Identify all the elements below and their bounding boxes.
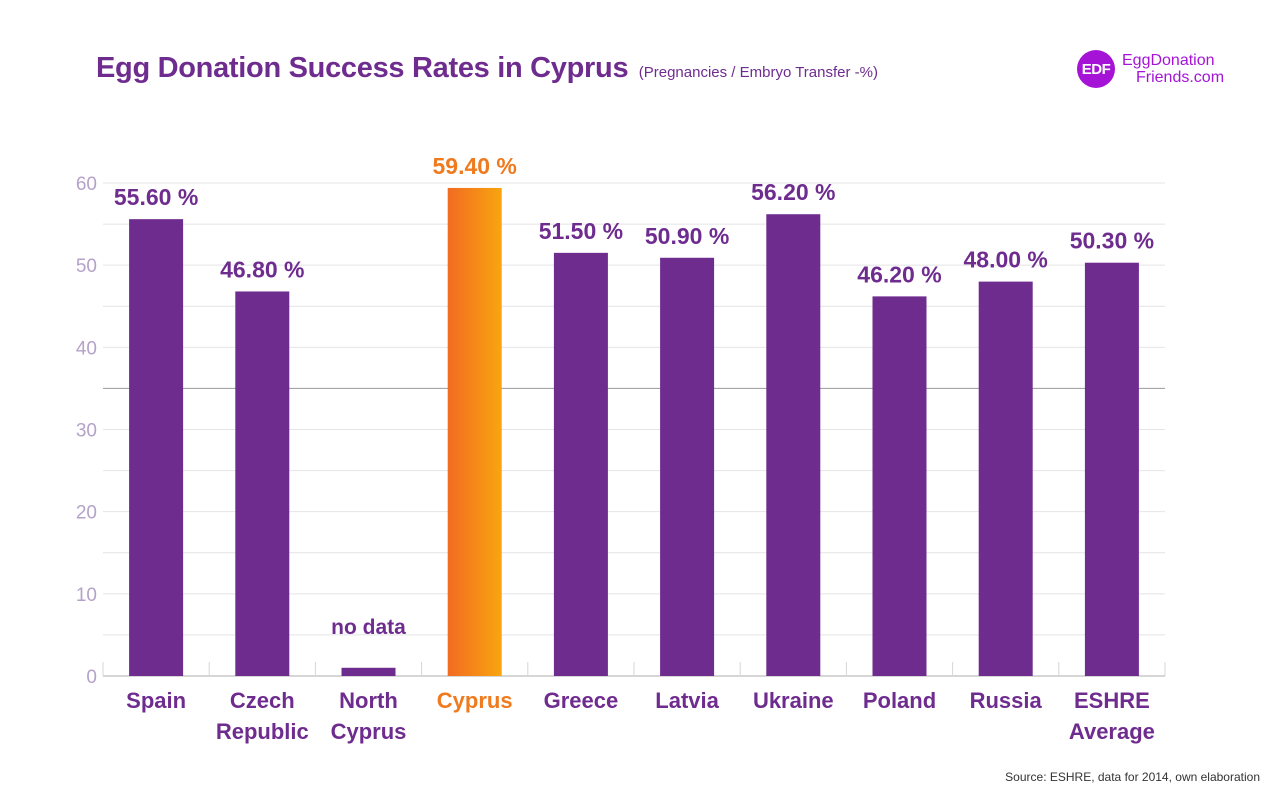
logo-line-1: EggDonation bbox=[1122, 52, 1215, 69]
bar bbox=[1084, 262, 1139, 676]
bar bbox=[660, 257, 715, 676]
y-tick-label: 10 bbox=[76, 585, 97, 606]
category-label: Cyprus bbox=[331, 719, 407, 744]
bar bbox=[129, 219, 184, 677]
data-label: 48.00 % bbox=[963, 247, 1047, 273]
logo-line-2: Friends.com bbox=[1136, 69, 1225, 86]
chart-subtitle: (Pregnancies / Embryo Transfer -%) bbox=[638, 64, 878, 81]
data-label: 59.40 % bbox=[432, 153, 516, 179]
category-label: Russia bbox=[970, 688, 1043, 713]
bar bbox=[553, 252, 608, 676]
bar bbox=[872, 296, 927, 676]
y-tick-label: 20 bbox=[76, 503, 97, 524]
chart-title: Egg Donation Success Rates in Cyprus bbox=[96, 52, 629, 84]
category-label: North bbox=[339, 688, 398, 713]
y-tick-label: 50 bbox=[76, 256, 97, 277]
brand-logo[interactable]: EDF EggDonation Friends.com bbox=[1077, 50, 1224, 88]
category-label: Average bbox=[1069, 719, 1155, 744]
y-tick-label: 40 bbox=[76, 338, 97, 359]
y-tick-label: 0 bbox=[86, 667, 97, 688]
chart-title-row: Egg Donation Success Rates in Cyprus (Pr… bbox=[96, 52, 878, 85]
category-label: Spain bbox=[126, 688, 186, 713]
data-label: no data bbox=[331, 616, 406, 639]
category-label: Greece bbox=[544, 688, 619, 713]
logo-badge-icon: EDF bbox=[1077, 50, 1115, 88]
data-label: 46.20 % bbox=[857, 261, 941, 287]
category-label: Ukraine bbox=[753, 688, 834, 713]
y-tick-label: 30 bbox=[76, 421, 97, 442]
data-label: 50.90 % bbox=[645, 223, 729, 249]
category-label: Republic bbox=[216, 719, 309, 744]
source-note: Source: ESHRE, data for 2014, own elabor… bbox=[1005, 770, 1260, 784]
bar bbox=[447, 187, 502, 676]
category-label: Latvia bbox=[655, 688, 719, 713]
data-label: 56.20 % bbox=[751, 179, 835, 205]
bar bbox=[341, 667, 396, 676]
bar bbox=[766, 214, 821, 676]
bar bbox=[978, 281, 1033, 676]
data-label: 55.60 % bbox=[114, 184, 198, 210]
category-label: Czech bbox=[230, 688, 295, 713]
data-label: 46.80 % bbox=[220, 256, 304, 282]
category-label: Poland bbox=[863, 688, 936, 713]
category-label: ESHRE bbox=[1074, 688, 1150, 713]
data-label: 51.50 % bbox=[539, 218, 623, 244]
logo-wordmark: EggDonation Friends.com bbox=[1122, 52, 1224, 86]
bar bbox=[235, 291, 290, 676]
data-label: 50.30 % bbox=[1070, 228, 1154, 254]
category-label: Cyprus bbox=[437, 688, 513, 713]
y-tick-label: 60 bbox=[76, 174, 97, 195]
